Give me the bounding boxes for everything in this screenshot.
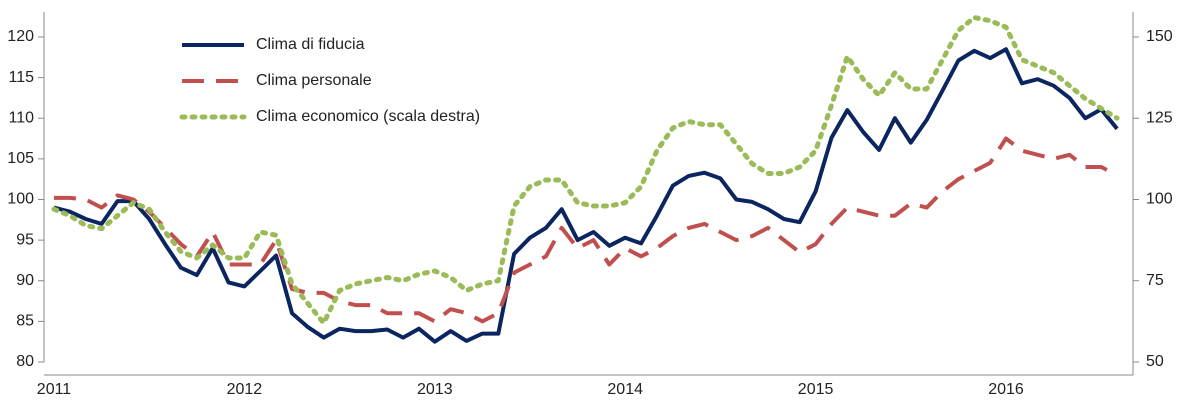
legend-label: Clima di fiducia	[256, 36, 365, 53]
y-tick-label: 100	[7, 191, 34, 208]
y2-tick-label: 75	[1146, 272, 1164, 289]
y2-tick-label: 100	[1146, 191, 1173, 208]
y-tick-label: 105	[7, 150, 34, 167]
y2-tick-label: 50	[1146, 353, 1164, 370]
y2-tick-label: 150	[1146, 28, 1173, 45]
y-tick-label: 85	[16, 313, 34, 330]
y2-tick-label: 125	[1146, 109, 1173, 126]
series-line	[53, 47, 1119, 344]
y-tick-label: 80	[16, 353, 34, 370]
series-line	[51, 15, 1120, 326]
x-tick-label: 2012	[227, 381, 263, 398]
y-tick-label: 115	[8, 69, 34, 86]
legend-label: Clima economico (scala destra)	[256, 108, 480, 125]
x-tick-label: 2014	[607, 381, 643, 398]
y-tick-label: 95	[16, 231, 34, 248]
x-tick-label: 2013	[417, 381, 453, 398]
y-tick-label: 110	[8, 109, 34, 126]
series-line	[54, 136, 1119, 324]
y-tick-label: 120	[7, 28, 34, 45]
legend-label: Clima personale	[256, 72, 372, 89]
x-tick-label: 2011	[37, 381, 72, 398]
x-tick-label: 2015	[798, 381, 834, 398]
x-tick-label: 2016	[988, 381, 1024, 398]
y-tick-label: 90	[16, 272, 34, 289]
